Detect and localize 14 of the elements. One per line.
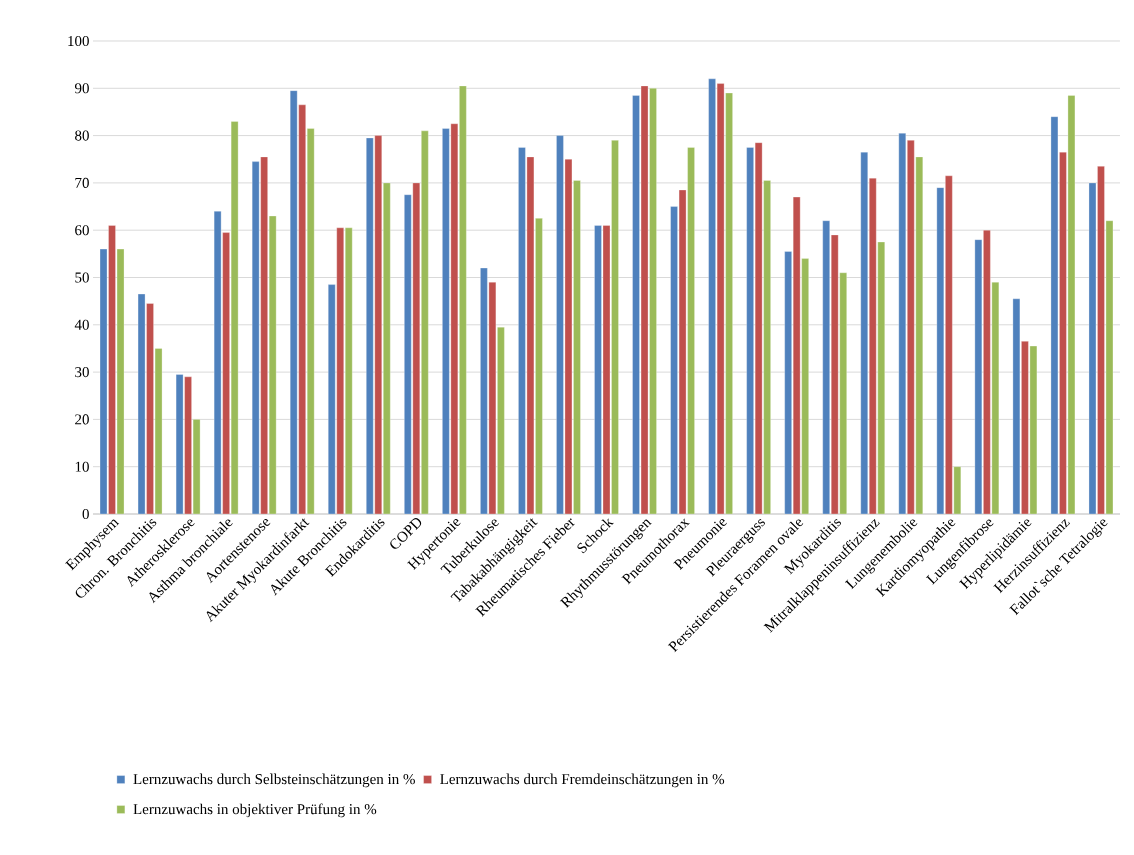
legend-label: Lernzuwachs in objektiver Prüfung in %: [133, 803, 377, 818]
legend-label: Lernzuwachs durch Fremdeinschätzungen in %: [440, 773, 725, 788]
y-tick-label: 0: [82, 508, 89, 520]
y-tick-label: 80: [75, 130, 89, 141]
y-tick-label: 100: [68, 35, 89, 47]
y-tick-label: 30: [75, 367, 89, 378]
y-tick-label: 60: [75, 225, 89, 236]
y-tick-label: 50: [75, 272, 89, 283]
y-tick-label: 90: [74, 83, 89, 94]
y-tick-label: 10: [75, 461, 89, 472]
y-tick-label: 40: [74, 319, 89, 330]
y-tick-label: 70: [75, 177, 89, 188]
legend-label: Lernzuwachs durch Selbsteinschätzungen in %: [133, 773, 415, 788]
y-tick-label: 20: [75, 414, 89, 425]
